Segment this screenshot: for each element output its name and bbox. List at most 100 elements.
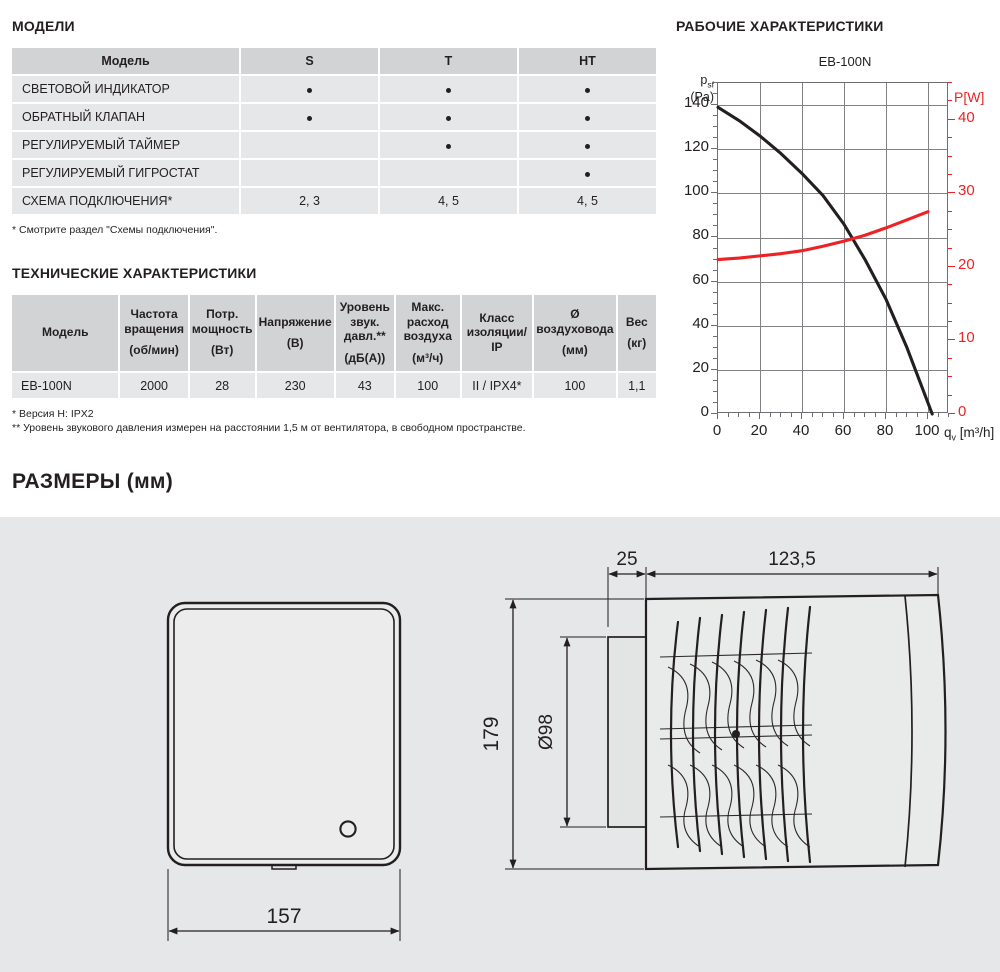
y2-axis-tick-label: 20 (958, 255, 975, 273)
bullet-icon (446, 82, 451, 96)
tech-col-header-power: Потр. мощность (Вт) (189, 295, 255, 372)
y-axis-tick-label: 120 (683, 138, 709, 156)
bullet-icon (585, 82, 590, 96)
models-col-header-s: S (241, 48, 379, 74)
feature-value-ht (518, 76, 656, 102)
x-axis-minor-tick (717, 413, 718, 419)
table-row: РЕГУЛИРУЕМЫЙ ТАЙМЕР (12, 132, 656, 158)
gridline-vertical (886, 83, 887, 412)
gridline-horizontal (718, 325, 947, 327)
feature-label: РЕГУЛИРУЕМЫЙ ТАЙМЕР (12, 132, 240, 158)
y2-axis-tick (948, 413, 955, 414)
y2-axis-tick (948, 265, 955, 267)
feature-value-s (241, 104, 379, 130)
header-name: Частота вращения (124, 307, 184, 336)
header-name: Класс изоляции/ IP (466, 310, 527, 354)
y-axis-tick-label: 40 (692, 314, 709, 332)
feature-label: ОБРАТНЫЙ КЛАПАН (12, 104, 240, 130)
x-axis-label-unit: [m³/h] (959, 425, 995, 440)
header-unit: (Вт) (210, 343, 234, 358)
tech-value-model: EB-100N (12, 373, 119, 399)
tech-col-header-sound: Уровень звук. давл.** (дБ(А)) (335, 295, 394, 372)
y-axis-label-subscript: sf (707, 79, 714, 90)
y-axis-minor-tick (713, 335, 717, 337)
x-axis-tick-label: 40 (792, 422, 810, 439)
gridline-vertical (928, 83, 929, 412)
y2-axis-minor-tick (948, 229, 952, 231)
y2-axis-minor-tick (948, 321, 952, 323)
y-axis-minor-tick (713, 401, 717, 403)
tech-col-header-flow: Макс. расход воздуха (м³/ч) (395, 295, 460, 372)
table-row: EB-100N 2000 28 230 43 100 II / IPX4* 10… (12, 373, 656, 399)
feature-value-ht (518, 132, 656, 158)
x-axis-minor-tick (811, 413, 813, 417)
x-axis-minor-tick (843, 413, 844, 419)
bullet-icon (307, 110, 312, 124)
y-axis-minor-tick (713, 159, 717, 161)
tech-section: ТЕХНИЧЕСКИЕ ХАРАКТЕРИСТИКИ Модель Частот… (12, 265, 660, 435)
tech-col-header-diameter: Ø воздуховода (мм) (534, 295, 616, 372)
feature-value-t (380, 104, 517, 130)
dimension-label-collar-depth: 25 (616, 549, 637, 570)
y-axis-tick (711, 104, 717, 106)
x-axis-minor-tick (864, 413, 865, 417)
y2-axis-minor-tick (948, 137, 952, 139)
power-curve (716, 210, 930, 262)
feature-value-t (380, 132, 517, 158)
x-axis-minor-tick (916, 413, 918, 417)
models-footnote: * Смотрите раздел "Схемы подключения". (12, 224, 218, 236)
dimensions-section-title: РАЗМЕРЫ (мм) (12, 470, 174, 493)
y2-axis-tick (948, 339, 955, 341)
dimensions-drawing: 157 (166, 549, 947, 941)
header-name: Потр. мощность (191, 307, 253, 336)
x-axis-minor-tick (748, 413, 750, 417)
y-axis-tick-label: 0 (700, 403, 709, 420)
tech-value-rpm: 2000 (120, 373, 188, 399)
x-axis-tick-label: 20 (750, 422, 768, 439)
y-axis-tick (711, 192, 717, 194)
tech-value-sound: 43 (335, 373, 394, 399)
dimension-label-duct-diameter: Ø98 (536, 714, 557, 750)
tech-value-power: 28 (189, 373, 255, 399)
left-column: МОДЕЛИ Модель S T HT СВЕТОВОЙ ИНДИКАТОР … (12, 18, 660, 436)
y-axis-minor-tick (713, 214, 717, 216)
feature-value-s (241, 132, 379, 158)
impeller-detail (659, 652, 813, 848)
header-name: Напряжение (258, 314, 332, 329)
y-axis-tick (711, 148, 717, 150)
y-axis-tick (711, 368, 717, 370)
y2-axis-tick (948, 192, 955, 194)
y-axis-tick (711, 324, 717, 326)
y-axis-minor-tick (713, 93, 717, 95)
x-axis-minor-tick (948, 413, 949, 417)
feature-label: РЕГУЛИРУЕМЫЙ ГИГРОСТАТ (12, 160, 240, 186)
y-axis-minor-tick (713, 247, 717, 249)
y2-axis-minor-tick (948, 173, 952, 175)
tech-value-weight: 1,1 (617, 373, 656, 399)
y2-axis-tick-label: 10 (958, 329, 975, 347)
dimension-label-body-depth: 123,5 (768, 549, 816, 570)
feature-value-ht (518, 104, 656, 130)
header-unit: (дБ(А)) (344, 350, 386, 365)
feature-value-t (380, 76, 517, 102)
tech-footnotes: * Версия H: IPX2 ** Уровень звукового да… (12, 407, 660, 435)
chart-plot-area (716, 82, 948, 416)
y-axis-minor-tick (713, 379, 717, 381)
front-view: 157 (166, 601, 402, 941)
y-axis-tick-label: 80 (692, 226, 709, 244)
performance-chart: psf (Pa) P[W] qv [m³/h] (676, 73, 996, 453)
x-axis-minor-tick (822, 413, 823, 417)
y-axis-tick (711, 413, 717, 414)
bullet-icon (585, 110, 590, 124)
bullet-icon (585, 138, 590, 152)
x-axis-minor-tick (738, 413, 739, 417)
y-axis-minor-tick (713, 258, 717, 260)
feature-value-t: 4, 5 (380, 188, 517, 214)
table-row: СХЕМА ПОДКЛЮЧЕНИЯ* 2, 3 4, 5 4, 5 (12, 188, 656, 214)
gridline-horizontal (718, 105, 947, 107)
y2-axis-tick-label: 30 (958, 182, 975, 200)
front-bottom-tab (271, 865, 297, 870)
y-axis-label-symbol: p (700, 73, 708, 87)
x-axis-minor-tick (874, 413, 876, 417)
feature-value-s: 2, 3 (241, 188, 379, 214)
